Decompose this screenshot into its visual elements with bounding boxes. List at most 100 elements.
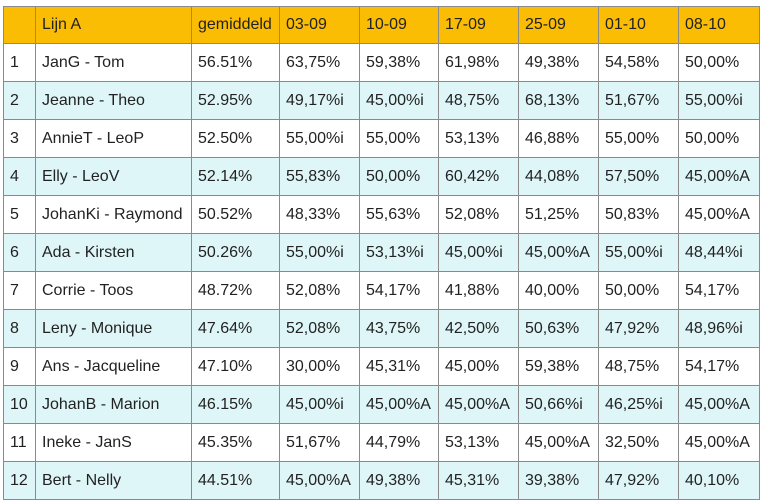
cell-week-25-09: 50,66%i bbox=[518, 385, 599, 424]
cell-pair: Jeanne - Theo bbox=[35, 81, 192, 120]
cell-week-03-09: 55,00%i bbox=[279, 233, 360, 272]
column-header-average[interactable]: gemiddeld bbox=[191, 6, 280, 44]
table-row: 10 JohanB - Marion 46.15% 45,00%i 45,00%A 45,… bbox=[3, 385, 760, 424]
cell-week-03-09: 63,75% bbox=[279, 43, 360, 82]
column-header-week-25-09[interactable]: 25-09 bbox=[518, 6, 599, 44]
cell-week-25-09: 40,00% bbox=[518, 271, 599, 310]
cell-week-08-10: 40,10% bbox=[678, 461, 760, 500]
cell-week-01-10: 46,25%i bbox=[598, 385, 679, 424]
cell-week-08-10: 45,00%A bbox=[678, 423, 760, 462]
cell-average: 52.14% bbox=[191, 157, 280, 196]
table-row: 6 Ada - Kirsten 50.26% 55,00%i 53,13%i 45,00%… bbox=[3, 233, 760, 272]
cell-average: 52.50% bbox=[191, 119, 280, 158]
cell-week-01-10: 50,00% bbox=[598, 271, 679, 310]
cell-week-01-10: 55,00%i bbox=[598, 233, 679, 272]
cell-pair: Ans - Jacqueline bbox=[35, 347, 192, 386]
cell-week-08-10: 48,96%i bbox=[678, 309, 760, 348]
cell-week-17-09: 45,00% bbox=[438, 347, 519, 386]
cell-week-01-10: 48,75% bbox=[598, 347, 679, 386]
cell-average: 46.15% bbox=[191, 385, 280, 424]
cell-week-01-10: 32,50% bbox=[598, 423, 679, 462]
cell-pair: JohanKi - Raymond bbox=[35, 195, 192, 234]
cell-rank: 12 bbox=[3, 461, 36, 500]
cell-week-03-09: 45,00%i bbox=[279, 385, 360, 424]
table-row: 12 Bert - Nelly 44.51% 45,00%A 49,38% 45,31% 3… bbox=[3, 461, 760, 500]
cell-rank: 3 bbox=[3, 119, 36, 158]
cell-rank: 4 bbox=[3, 157, 36, 196]
table-row: 1 JanG - Tom 56.51% 63,75% 59,38% 61,98% 49,38… bbox=[3, 43, 760, 82]
cell-week-08-10: 54,17% bbox=[678, 347, 760, 386]
cell-week-25-09: 44,08% bbox=[518, 157, 599, 196]
cell-average: 50.52% bbox=[191, 195, 280, 234]
cell-week-17-09: 53,13% bbox=[438, 423, 519, 462]
cell-pair: Bert - Nelly bbox=[35, 461, 192, 500]
cell-rank: 9 bbox=[3, 347, 36, 386]
cell-week-03-09: 52,08% bbox=[279, 309, 360, 348]
column-header-week-03-09[interactable]: 03-09 bbox=[279, 6, 360, 44]
cell-week-10-09: 49,38% bbox=[359, 461, 439, 500]
cell-week-01-10: 47,92% bbox=[598, 309, 679, 348]
cell-week-17-09: 42,50% bbox=[438, 309, 519, 348]
cell-week-03-09: 48,33% bbox=[279, 195, 360, 234]
cell-pair: Corrie - Toos bbox=[35, 271, 192, 310]
table-row: 2 Jeanne - Theo 52.95% 49,17%i 45,00%i 48,75%… bbox=[3, 81, 760, 120]
cell-week-10-09: 45,31% bbox=[359, 347, 439, 386]
cell-week-08-10: 54,17% bbox=[678, 271, 760, 310]
cell-week-17-09: 45,31% bbox=[438, 461, 519, 500]
cell-rank: 7 bbox=[3, 271, 36, 310]
cell-week-25-09: 49,38% bbox=[518, 43, 599, 82]
cell-average: 45.35% bbox=[191, 423, 280, 462]
column-header-week-10-09[interactable]: 10-09 bbox=[359, 6, 439, 44]
cell-rank: 5 bbox=[3, 195, 36, 234]
column-header-rank[interactable] bbox=[3, 6, 36, 44]
cell-week-25-09: 50,63% bbox=[518, 309, 599, 348]
table-row: 7 Corrie - Toos 48.72% 52,08% 54,17% 41,88% 40… bbox=[3, 271, 760, 310]
cell-week-25-09: 68,13% bbox=[518, 81, 599, 120]
cell-week-03-09: 45,00%A bbox=[279, 461, 360, 500]
cell-week-01-10: 54,58% bbox=[598, 43, 679, 82]
cell-week-25-09: 59,38% bbox=[518, 347, 599, 386]
cell-rank: 8 bbox=[3, 309, 36, 348]
cell-week-10-09: 53,13%i bbox=[359, 233, 439, 272]
cell-week-10-09: 45,00%A bbox=[359, 385, 439, 424]
table-row: 3 AnnieT - LeoP 52.50% 55,00%i 55,00% 53,13% 4… bbox=[3, 119, 760, 158]
column-header-week-01-10[interactable]: 01-10 bbox=[598, 6, 679, 44]
cell-rank: 11 bbox=[3, 423, 36, 462]
cell-week-17-09: 41,88% bbox=[438, 271, 519, 310]
cell-week-17-09: 61,98% bbox=[438, 43, 519, 82]
cell-average: 47.64% bbox=[191, 309, 280, 348]
cell-average: 44.51% bbox=[191, 461, 280, 500]
cell-average: 50.26% bbox=[191, 233, 280, 272]
cell-week-25-09: 45,00%A bbox=[518, 423, 599, 462]
cell-rank: 2 bbox=[3, 81, 36, 120]
cell-week-08-10: 48,44%i bbox=[678, 233, 760, 272]
cell-week-08-10: 50,00% bbox=[678, 119, 760, 158]
column-header-week-08-10[interactable]: 08-10 bbox=[678, 6, 760, 44]
cell-week-25-09: 45,00%A bbox=[518, 233, 599, 272]
cell-week-25-09: 51,25% bbox=[518, 195, 599, 234]
cell-rank: 1 bbox=[3, 43, 36, 82]
cell-week-01-10: 55,00% bbox=[598, 119, 679, 158]
cell-average: 48.72% bbox=[191, 271, 280, 310]
cell-pair: Leny - Monique bbox=[35, 309, 192, 348]
cell-week-17-09: 48,75% bbox=[438, 81, 519, 120]
cell-pair: Ada - Kirsten bbox=[35, 233, 192, 272]
table-row: 8 Leny - Monique 47.64% 52,08% 43,75% 42,50% 5… bbox=[3, 309, 760, 348]
cell-week-03-09: 52,08% bbox=[279, 271, 360, 310]
cell-week-10-09: 55,00% bbox=[359, 119, 439, 158]
cell-week-08-10: 45,00%A bbox=[678, 385, 760, 424]
cell-week-01-10: 51,67% bbox=[598, 81, 679, 120]
cell-week-10-09: 45,00%i bbox=[359, 81, 439, 120]
cell-pair: Elly - LeoV bbox=[35, 157, 192, 196]
column-header-pair[interactable]: Lijn A bbox=[35, 6, 192, 44]
cell-week-03-09: 30,00% bbox=[279, 347, 360, 386]
table-row: 5 JohanKi - Raymond 50.52% 48,33% 55,63% 52,0… bbox=[3, 195, 760, 234]
cell-week-17-09: 52,08% bbox=[438, 195, 519, 234]
cell-average: 47.10% bbox=[191, 347, 280, 386]
cell-week-17-09: 53,13% bbox=[438, 119, 519, 158]
column-header-week-17-09[interactable]: 17-09 bbox=[438, 6, 519, 44]
cell-week-10-09: 59,38% bbox=[359, 43, 439, 82]
cell-week-08-10: 55,00%i bbox=[678, 81, 760, 120]
